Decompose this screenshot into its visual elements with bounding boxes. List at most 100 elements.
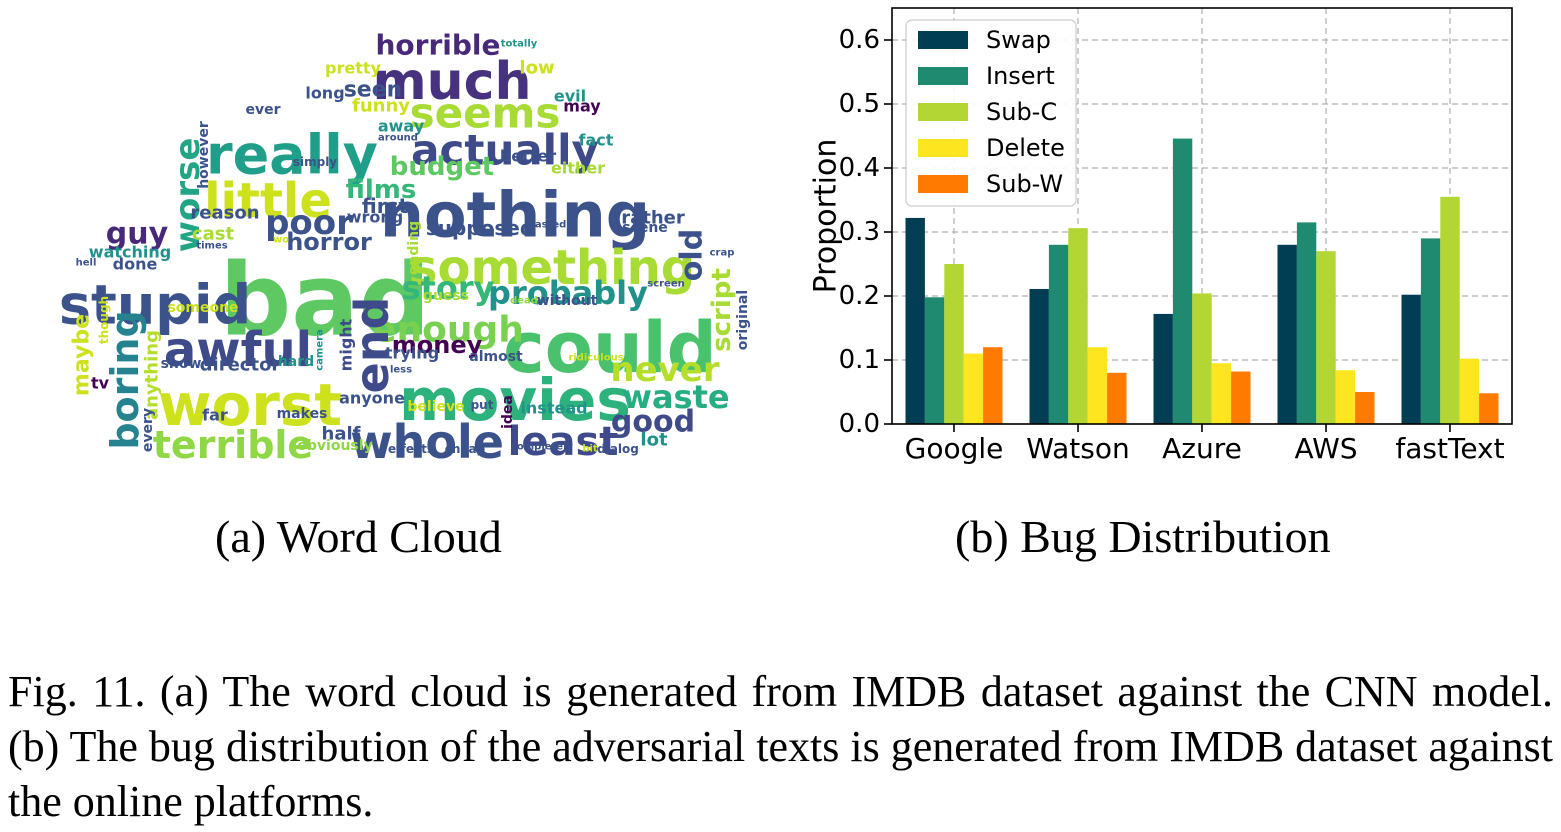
word-cloud-word: least — [508, 419, 619, 465]
word-cloud-word: enough — [372, 310, 524, 351]
word-cloud-word: wasted — [526, 220, 567, 231]
word-cloud-word: money — [392, 331, 483, 359]
word-cloud-word: someone — [167, 300, 238, 316]
word-cloud-word: without — [537, 293, 598, 309]
word-cloud-word: probably — [488, 274, 648, 312]
word-cloud-word: stupid — [59, 274, 251, 337]
word-cloud-word: anyone — [339, 389, 405, 408]
y-tick-label: 0.0 — [839, 409, 880, 439]
legend: Swap Insert Sub-C Delete Sub-W — [905, 19, 1077, 207]
legend-label: Sub-C — [986, 98, 1057, 126]
word-cloud-word: pretty — [325, 59, 381, 78]
x-tick-label: Watson — [1026, 432, 1130, 465]
word-cloud-word: fact — [579, 131, 614, 150]
legend-swatch-sub-c — [918, 103, 968, 121]
bar-sub-c-aws — [1316, 251, 1336, 424]
y-tick-label: 0.6 — [839, 25, 880, 55]
word-cloud-word: worst — [158, 371, 342, 439]
word-cloud-word: makes — [277, 406, 328, 422]
word-cloud-word: awful — [164, 322, 312, 378]
word-cloud-word: effects — [388, 442, 434, 456]
word-cloud-word: less — [390, 365, 412, 376]
word-cloud-word: much — [372, 52, 531, 112]
x-tick-label: Google — [905, 432, 1004, 465]
word-cloud-word: scene — [622, 220, 668, 236]
bug-distribution-chart: 0.0 0.1 0.2 0.3 0.4 0.5 0.6 Google Watson Azure AW… — [809, 7, 1513, 465]
word-cloud-word: lot — [640, 430, 668, 451]
word-cloud-word: bad — [220, 242, 431, 359]
x-tick-label: fastText — [1395, 432, 1504, 465]
y-tick-label: 0.1 — [839, 345, 880, 375]
word-cloud-word: tv — [91, 374, 110, 393]
word-cloud-word: first — [362, 194, 409, 218]
legend-swatch-delete — [918, 139, 968, 157]
bars — [905, 138, 1499, 424]
word-cloud-word: watching — [89, 243, 171, 262]
word-cloud-word: dialog — [597, 442, 639, 456]
word-cloud-word: however — [196, 121, 212, 189]
word-cloud-word: half — [322, 424, 361, 445]
legend-label: Delete — [986, 134, 1065, 162]
y-axis-label: Proportion — [809, 139, 844, 294]
y-tick-label: 0.5 — [839, 89, 880, 119]
word-cloud-word: anything — [142, 330, 163, 420]
word-cloud-word: put — [471, 398, 494, 412]
legend-box — [905, 19, 1077, 207]
x-tick-label: Azure — [1162, 432, 1242, 465]
bar-delete-google — [963, 353, 984, 424]
legend-swatch-sub-w — [918, 175, 968, 193]
word-cloud-word: completely — [511, 442, 574, 453]
word-cloud-word: believe — [407, 399, 464, 415]
word-cloud-word: instead — [520, 399, 587, 418]
bar-sub-w-google — [983, 347, 1003, 424]
word-cloud-word: wo — [273, 235, 289, 246]
word-cloud-word: wrong — [347, 208, 404, 227]
word-cloud-word: little — [204, 173, 332, 229]
word-cloud-word: nothing — [380, 179, 650, 252]
subfigure-a-caption: (a) Word Cloud — [215, 511, 502, 562]
word-cloud-word: better — [500, 147, 556, 166]
word-cloud-word: old — [675, 229, 710, 281]
word-cloud-word: seems — [410, 89, 561, 138]
word-cloud-word: ridiculous — [568, 353, 623, 364]
word-cloud-word: boring — [103, 310, 147, 449]
legend-label: Swap — [986, 26, 1051, 54]
bar-sub-c-fasttext — [1440, 196, 1460, 424]
word-cloud-word: waste — [622, 378, 729, 416]
word-cloud-word: ending — [406, 221, 422, 275]
word-cloud-word: could — [503, 307, 717, 389]
word-cloud-word: show — [161, 356, 202, 372]
bar-swap-fasttext — [1401, 294, 1421, 424]
bar-sub-w-fasttext — [1479, 393, 1499, 424]
word-cloud-word: supposed — [426, 216, 534, 240]
bar-sub-c-watson — [1068, 228, 1088, 424]
word-cloud-word: cast — [192, 224, 235, 245]
legend-swatch-insert — [918, 67, 968, 85]
word-cloud-word: story — [402, 269, 495, 307]
word-cloud-word: totally — [501, 39, 538, 50]
word-cloud-word: guy — [106, 217, 169, 252]
word-cloud-word: hard — [278, 354, 314, 370]
word-cloud-word: done — [113, 255, 158, 274]
y-tick-label: 0.3 — [839, 217, 880, 247]
bar-swap-aws — [1277, 244, 1297, 424]
word-cloud-word: bit — [582, 444, 598, 455]
word-cloud-word: director — [200, 355, 281, 376]
word-cloud-word: funny — [352, 96, 410, 117]
word-cloud-word: maybe — [70, 314, 95, 396]
word-cloud-word: may — [563, 97, 601, 116]
word-cloud-word: trying — [385, 344, 439, 363]
word-cloud-word: long — [305, 84, 344, 103]
word-cloud-word: though — [97, 296, 111, 344]
word-cloud-word: films — [346, 175, 417, 205]
word-cloud-word: really — [206, 124, 378, 187]
subfigure-b-caption: (b) Bug Distribution — [955, 511, 1331, 562]
word-cloud-word: might — [337, 318, 356, 371]
bar-insert-fasttext — [1420, 238, 1441, 424]
word-cloud-word: end — [345, 297, 399, 394]
word-cloud-word: low — [519, 58, 554, 79]
word-cloud-word: horrible — [375, 29, 500, 62]
word-cloud-word: around — [378, 133, 418, 144]
word-cloud-word: almost — [469, 349, 523, 365]
